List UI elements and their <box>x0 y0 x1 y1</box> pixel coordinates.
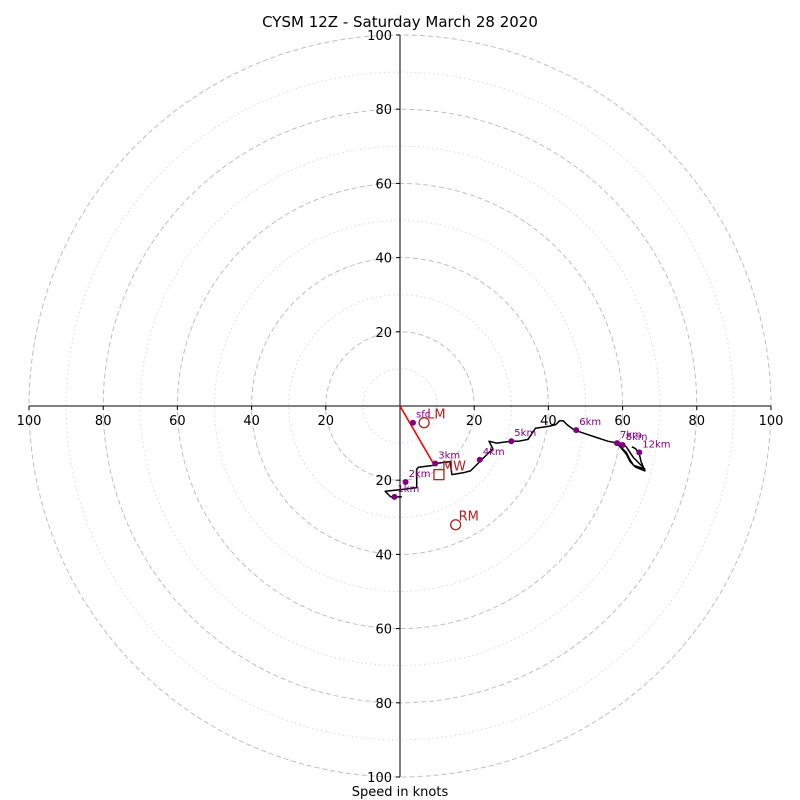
height-marker-6km <box>573 427 580 434</box>
height-label-4km: 4km <box>483 447 505 458</box>
storm-motion-marker-rm <box>449 519 462 531</box>
y-tick-label-6: 40 <box>375 548 392 563</box>
height-marker-7km <box>614 440 621 447</box>
x-tick-labels: 100 80 60 40 20 20 40 60 80 100 <box>17 406 784 429</box>
storm-motion-label-mw: MW <box>442 460 466 475</box>
height-label-7km: 7km <box>620 430 642 441</box>
x-axis-label: Speed in knots <box>352 785 449 800</box>
y-tick-label-8: 80 <box>375 697 392 712</box>
y-tick-label-3: 40 <box>375 252 392 267</box>
x-tick-label-1: 80 <box>95 414 112 429</box>
y-tick-label-0: 100 <box>367 29 392 44</box>
x-tick-label-3: 40 <box>243 414 260 429</box>
height-marker-8km <box>619 441 626 448</box>
y-tick-label-1: 80 <box>375 103 392 118</box>
height-marker-2km <box>402 479 409 486</box>
storm-motion-marker-lm <box>418 417 430 429</box>
height-marker-sfc <box>409 419 416 426</box>
storm-motion-markers: LM MW RM <box>418 408 479 531</box>
x-tick-label-8: 80 <box>689 414 706 429</box>
shear-vector-group <box>399 405 435 464</box>
height-marker-4km <box>476 456 483 463</box>
y-tick-label-9: 100 <box>367 771 392 786</box>
height-label-2km: 2km <box>409 469 431 480</box>
chart-title: CYSM 12Z - Saturday March 28 2020 <box>262 13 538 31</box>
x-tick-label-0: 100 <box>17 414 42 429</box>
y-tick-label-2: 60 <box>375 177 392 192</box>
storm-motion-label-lm: LM <box>427 408 445 423</box>
height-label-5km: 5km <box>514 428 536 439</box>
height-marker-3km <box>432 460 439 467</box>
x-tick-label-5: 20 <box>466 414 483 429</box>
height-marker-12km <box>636 449 643 456</box>
height-label-8km: 8km <box>626 432 648 443</box>
x-tick-label-7: 60 <box>614 414 631 429</box>
storm-motion-marker-mw <box>433 468 445 481</box>
height-label-sfc: sfc <box>416 410 430 421</box>
x-tick-label-4: 20 <box>318 414 335 429</box>
height-label-12km: 12km <box>642 439 670 450</box>
y-tick-label-5: 20 <box>375 474 392 489</box>
height-label-1km: 1km <box>397 484 419 495</box>
x-tick-label-9: 100 <box>759 414 784 429</box>
y-tick-label-4: 20 <box>375 326 392 341</box>
height-label-6km: 6km <box>579 417 601 428</box>
storm-motion-label-rm: RM <box>459 510 479 525</box>
height-label-3km: 3km <box>438 451 460 462</box>
shear-vector-line <box>399 405 435 464</box>
height-marker-1km <box>391 493 398 500</box>
y-tick-labels: 100 80 60 40 20 20 40 60 80 100 <box>367 29 400 786</box>
x-tick-label-2: 60 <box>169 414 186 429</box>
y-tick-label-7: 60 <box>375 623 392 638</box>
height-marker-5km <box>508 438 515 445</box>
